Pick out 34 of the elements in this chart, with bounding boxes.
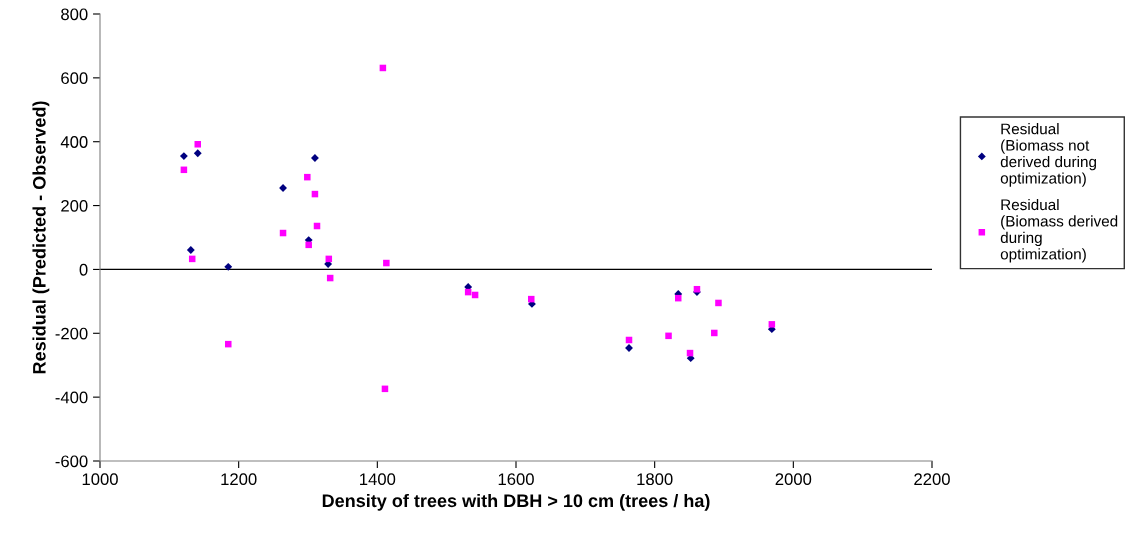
x-tick-label: 1800 <box>637 473 673 486</box>
point <box>179 152 188 161</box>
y-tick-label: 800 <box>61 8 88 21</box>
y-tick-label: -400 <box>55 391 88 404</box>
point <box>528 295 535 303</box>
x-tick-label: 1000 <box>82 473 118 486</box>
point <box>224 262 233 271</box>
point <box>715 299 722 307</box>
legend-label: Residual (Biomass derived during optimization) <box>1000 198 1118 263</box>
x-tick-label: 1200 <box>221 473 257 486</box>
point <box>311 154 319 162</box>
y-tick-label: -200 <box>55 327 88 340</box>
y-tick-label: -600 <box>55 455 88 468</box>
legend-label: Residual (Biomass not derived during optimization) <box>1000 123 1096 187</box>
point <box>383 259 390 267</box>
y-tick-label: 0 <box>79 263 88 276</box>
y-axis-title: Residual (Predicted - Observed) <box>32 101 50 374</box>
x-tick-label: 2000 <box>775 473 812 486</box>
x-axis-title: Density of trees with DBH > 10 cm (trees / ha) <box>322 493 710 511</box>
x-tick-label: 1400 <box>360 473 396 486</box>
point <box>304 173 311 181</box>
point <box>193 149 202 158</box>
y-tick-label: 200 <box>61 199 88 212</box>
point <box>768 321 776 328</box>
point <box>665 332 672 340</box>
x-tick-label: 2200 <box>914 473 950 486</box>
point <box>711 329 718 337</box>
y-tick-label: 400 <box>60 136 88 148</box>
x-tick-label: 1600 <box>498 473 534 486</box>
y-tick-label: 600 <box>61 72 88 85</box>
point <box>194 141 202 148</box>
point <box>225 340 232 348</box>
point <box>305 241 312 249</box>
point <box>186 246 195 254</box>
